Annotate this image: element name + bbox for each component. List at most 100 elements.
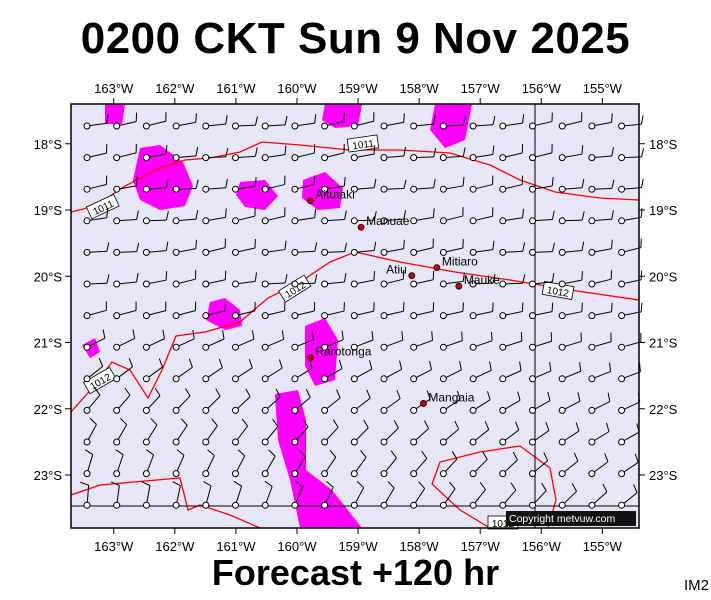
town-marker bbox=[307, 354, 314, 362]
copyright-box bbox=[506, 511, 636, 526]
lon-label-bottom: 160°W bbox=[277, 539, 317, 554]
wind-barb bbox=[350, 419, 369, 446]
wind-barb bbox=[142, 178, 169, 193]
wind-barb bbox=[529, 143, 553, 162]
wind-barb bbox=[172, 388, 191, 414]
wind-barb bbox=[113, 329, 136, 351]
wind-barb bbox=[410, 270, 435, 288]
wind-barb bbox=[618, 332, 642, 351]
lon-label-top: 163°W bbox=[94, 81, 134, 96]
wind-barb bbox=[529, 112, 553, 130]
wind-barb bbox=[499, 144, 524, 162]
wind-barb bbox=[558, 302, 583, 320]
wind-barb bbox=[499, 451, 518, 478]
wind-barb bbox=[232, 330, 255, 351]
wind-barb bbox=[291, 359, 313, 383]
wind-barb bbox=[588, 210, 614, 225]
wind-barb bbox=[261, 274, 288, 288]
wind-barb bbox=[410, 331, 434, 351]
svg-text:1011: 1011 bbox=[352, 138, 375, 152]
wind-barb bbox=[261, 207, 286, 225]
wind-barb bbox=[261, 330, 285, 351]
wind-barb bbox=[202, 358, 223, 383]
wind-barb bbox=[618, 208, 643, 225]
wind-barb bbox=[113, 242, 140, 256]
wind-barb bbox=[321, 330, 344, 351]
wind-barb bbox=[350, 450, 367, 478]
wind-barb bbox=[321, 359, 343, 383]
wind-barb bbox=[202, 148, 229, 162]
wind-barb bbox=[142, 358, 163, 383]
wind-barb bbox=[83, 274, 110, 288]
town-marker bbox=[357, 223, 365, 231]
wind-barb bbox=[232, 449, 246, 478]
wind-barb bbox=[142, 301, 167, 320]
lon-label-top: 159°W bbox=[338, 81, 378, 96]
wind-barb bbox=[142, 418, 158, 446]
wind-barb bbox=[172, 179, 199, 193]
wind-barb bbox=[142, 329, 165, 351]
wind-barb bbox=[142, 241, 169, 256]
wind-barb bbox=[172, 113, 197, 130]
wind-barb bbox=[350, 389, 371, 414]
wind-barb bbox=[202, 480, 212, 509]
isobar-label: 1011 bbox=[346, 134, 380, 153]
lat-label-right: 23°S bbox=[649, 468, 678, 483]
wind-barbs bbox=[80, 112, 645, 509]
map-code: IM2 bbox=[683, 577, 709, 594]
wind-barb bbox=[113, 387, 131, 414]
lat-label-left: 20°S bbox=[34, 269, 63, 284]
wind-barb bbox=[529, 176, 554, 193]
wind-barb bbox=[113, 417, 128, 446]
wind-barb bbox=[410, 115, 436, 130]
wind-barb bbox=[529, 421, 550, 446]
wind-barb bbox=[83, 329, 106, 351]
lon-label-bottom: 158°W bbox=[400, 539, 440, 554]
wind-barb bbox=[588, 113, 613, 130]
wind-barb bbox=[172, 329, 195, 351]
wind-barb bbox=[439, 481, 456, 509]
wind-barb bbox=[113, 112, 138, 130]
wind-barb bbox=[291, 242, 318, 256]
wind-barb bbox=[350, 112, 375, 130]
place-label: Manuae bbox=[366, 214, 410, 228]
wind-barb bbox=[558, 362, 582, 383]
town-marker bbox=[408, 272, 416, 279]
wind-barb bbox=[439, 390, 461, 414]
wind-barb bbox=[499, 175, 524, 193]
wind-barb bbox=[618, 484, 638, 509]
wind-barb bbox=[232, 116, 258, 130]
wind-barb bbox=[232, 480, 243, 509]
wind-barb bbox=[350, 302, 375, 320]
wind-barb bbox=[113, 143, 137, 162]
wind-barb bbox=[558, 241, 585, 256]
wind-barb bbox=[469, 240, 495, 256]
wind-barb bbox=[618, 178, 644, 193]
wind-barb bbox=[291, 114, 317, 130]
svg-text:1012: 1012 bbox=[546, 285, 570, 300]
map-title: 0200 CKT Sun 9 Nov 2025 bbox=[80, 14, 631, 63]
wind-barb bbox=[558, 332, 582, 351]
wind-barb bbox=[499, 302, 524, 320]
wind-barb bbox=[380, 113, 405, 130]
wind-barb bbox=[588, 239, 613, 256]
wind-barb bbox=[83, 144, 108, 162]
wind-barb bbox=[410, 302, 435, 320]
place-atiu: Atiu bbox=[386, 263, 416, 279]
wind-barb bbox=[202, 449, 215, 478]
wind-barb bbox=[558, 271, 583, 288]
wind-barb bbox=[588, 362, 612, 383]
wind-barb bbox=[321, 419, 339, 446]
axis-labels: 163°W 163°W 162°W 162°W 161°W 161°W 160°W 160°W… bbox=[34, 81, 678, 554]
wind-barb bbox=[499, 482, 517, 509]
wind-barb bbox=[172, 270, 197, 288]
wind-barb bbox=[588, 483, 608, 509]
wind-barb bbox=[172, 358, 193, 383]
wind-barb bbox=[202, 388, 221, 414]
wind-barb bbox=[558, 483, 578, 509]
wind-barb bbox=[291, 144, 316, 162]
wind-barb bbox=[529, 482, 547, 509]
town-marker bbox=[420, 400, 427, 407]
place-mauke: Mauke bbox=[455, 273, 500, 290]
